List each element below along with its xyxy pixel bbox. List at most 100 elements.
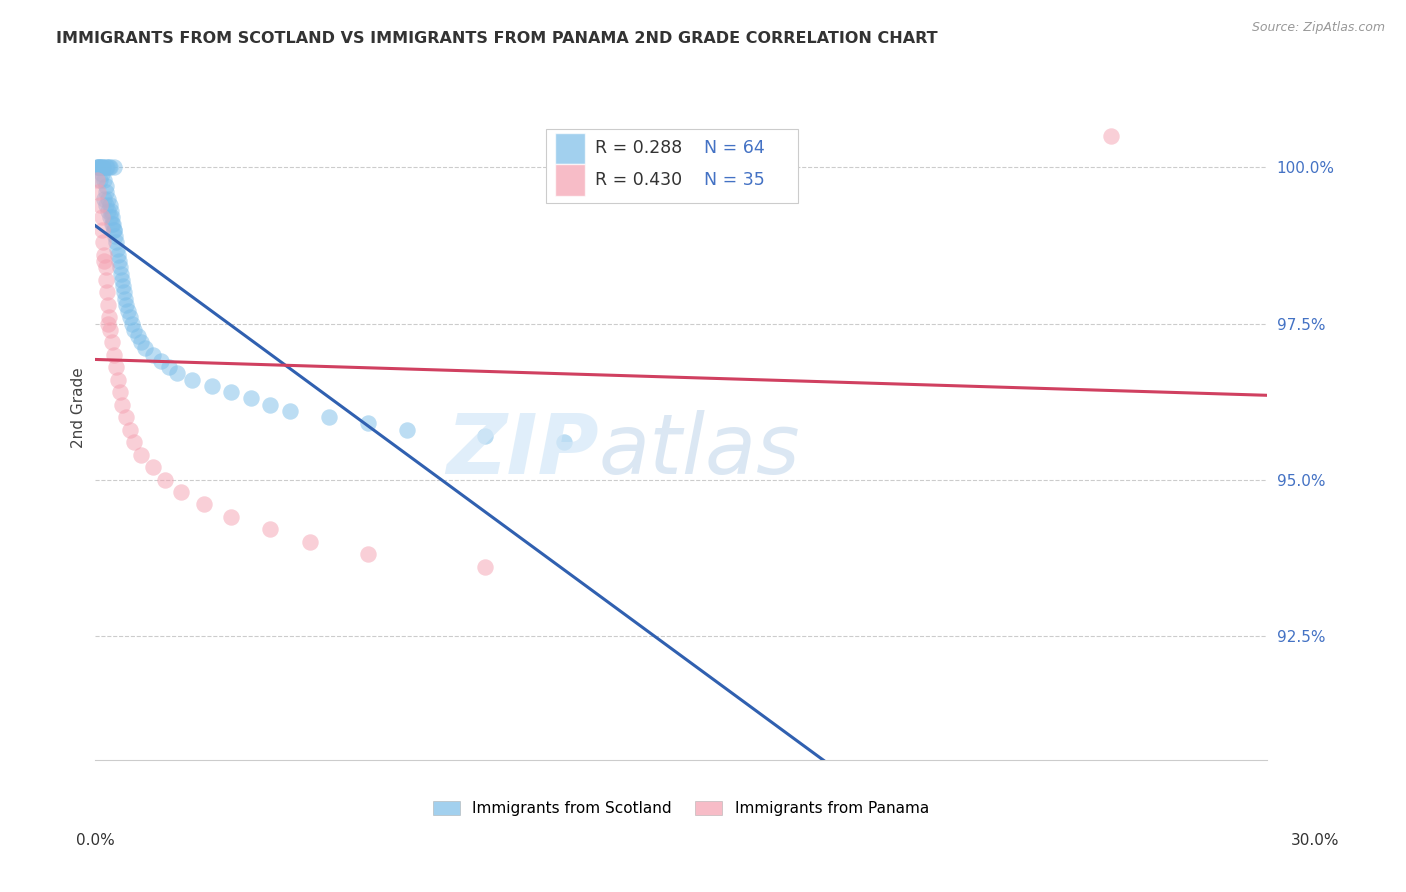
Point <box>134 342 156 356</box>
Point <box>298 535 321 549</box>
Point <box>104 229 127 244</box>
Point <box>193 498 215 512</box>
Point <box>131 335 153 350</box>
Point <box>142 348 165 362</box>
Point <box>357 548 380 562</box>
Point <box>110 267 132 281</box>
Point <box>96 186 118 200</box>
Point <box>89 161 111 175</box>
Point <box>103 161 125 175</box>
Point <box>108 385 131 400</box>
Point <box>100 204 122 219</box>
Point <box>97 298 120 312</box>
Point <box>201 379 224 393</box>
Text: R = 0.288: R = 0.288 <box>595 139 682 157</box>
FancyBboxPatch shape <box>555 133 585 164</box>
FancyBboxPatch shape <box>555 164 585 196</box>
Point <box>115 298 138 312</box>
Point <box>90 211 112 225</box>
Point <box>89 161 111 175</box>
Point <box>181 373 204 387</box>
FancyBboxPatch shape <box>546 129 799 203</box>
Point <box>86 161 108 175</box>
Point <box>153 473 176 487</box>
Text: N = 64: N = 64 <box>704 139 765 157</box>
Point <box>97 192 120 206</box>
Point <box>118 310 141 325</box>
Point <box>96 285 118 300</box>
Point <box>93 248 115 262</box>
Point <box>150 354 173 368</box>
Point <box>96 161 118 175</box>
Point <box>105 235 128 250</box>
Point <box>91 161 114 175</box>
Point <box>396 423 419 437</box>
Point <box>101 217 124 231</box>
Point <box>142 460 165 475</box>
Point <box>107 254 129 268</box>
Point <box>96 161 118 175</box>
Point <box>94 179 117 194</box>
Point <box>91 223 114 237</box>
Point <box>111 273 134 287</box>
Point <box>103 217 125 231</box>
Text: Source: ZipAtlas.com: Source: ZipAtlas.com <box>1251 21 1385 34</box>
Point <box>1099 129 1122 144</box>
Point <box>259 398 281 412</box>
Text: N = 35: N = 35 <box>704 171 765 189</box>
Point <box>91 167 114 181</box>
Point <box>98 198 121 212</box>
Point <box>127 329 149 343</box>
Point <box>101 335 124 350</box>
Point <box>91 235 114 250</box>
Text: 0.0%: 0.0% <box>76 833 115 847</box>
Point <box>96 273 118 287</box>
Point <box>86 173 108 187</box>
Point <box>87 186 110 200</box>
Point <box>93 192 115 206</box>
Y-axis label: 2nd Grade: 2nd Grade <box>72 368 86 448</box>
Point <box>118 423 141 437</box>
Point <box>98 310 121 325</box>
Text: ZIP: ZIP <box>446 409 599 491</box>
Text: 30.0%: 30.0% <box>1291 833 1339 847</box>
Point <box>122 323 145 337</box>
Point <box>221 385 243 400</box>
Text: atlas: atlas <box>599 409 800 491</box>
Point <box>96 198 118 212</box>
Point <box>98 161 121 175</box>
Point <box>121 317 143 331</box>
Point <box>221 510 243 524</box>
Point <box>105 242 128 256</box>
Point <box>93 173 115 187</box>
Point <box>87 161 110 175</box>
Point <box>474 429 496 443</box>
Point <box>111 398 134 412</box>
Point <box>91 161 114 175</box>
Point <box>107 248 129 262</box>
Point <box>98 323 121 337</box>
Point <box>259 523 281 537</box>
Point <box>553 435 575 450</box>
Point <box>103 348 125 362</box>
Point <box>166 367 188 381</box>
Point <box>105 360 128 375</box>
Point <box>278 404 301 418</box>
Legend: Immigrants from Scotland, Immigrants from Panama: Immigrants from Scotland, Immigrants fro… <box>433 801 929 816</box>
Point <box>111 279 134 293</box>
Point <box>94 260 117 275</box>
Point <box>98 211 121 225</box>
Point <box>107 373 129 387</box>
Point <box>117 304 139 318</box>
Point <box>357 417 380 431</box>
Point <box>239 392 262 406</box>
Point <box>97 204 120 219</box>
Point <box>89 173 111 187</box>
Point <box>98 161 121 175</box>
Point <box>169 485 191 500</box>
Point <box>103 223 125 237</box>
Point <box>112 285 135 300</box>
Point <box>131 448 153 462</box>
Point <box>474 560 496 574</box>
Point <box>97 317 120 331</box>
